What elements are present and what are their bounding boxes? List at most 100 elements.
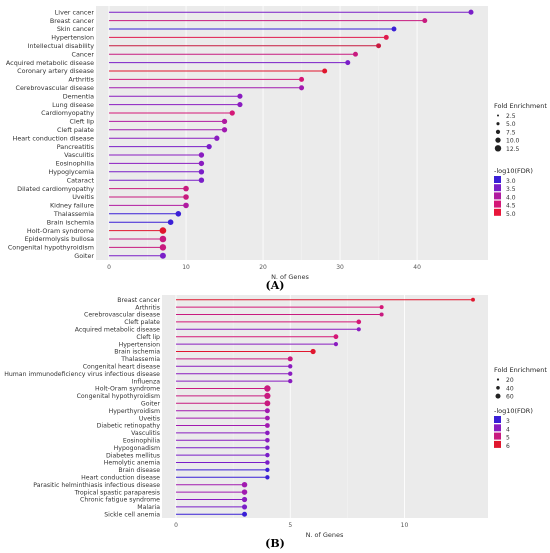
b-color-legend-label: 3: [506, 418, 510, 425]
b-point: [288, 364, 293, 369]
a-category-label: Liver cancer: [55, 8, 95, 16]
b-point: [287, 356, 293, 362]
a-point: [345, 60, 351, 66]
a-color-legend-swatch: [494, 200, 501, 208]
b-category-label: Malaria: [137, 504, 160, 511]
b-category-label: Influenza: [132, 378, 161, 385]
b-category-label: Tropical spastic paraparesis: [74, 489, 160, 496]
b-point: [379, 305, 384, 310]
a-color-legend-label: 3.5: [506, 186, 516, 193]
b-category-label: Cleft lip: [136, 334, 160, 341]
b-category-label: Hemolytic anemia: [104, 460, 160, 467]
a-point: [159, 244, 167, 251]
a-point: [422, 18, 428, 24]
b-point: [264, 408, 270, 414]
a-color-legend-swatch: [494, 176, 501, 183]
a-size-legend-dot: [496, 122, 500, 126]
b-point: [265, 438, 270, 443]
b-category-label: Hypertension: [119, 341, 160, 348]
b-x-tick-label: 10: [401, 522, 409, 529]
a-x-tick-label: 20: [259, 264, 267, 271]
b-point: [242, 511, 248, 517]
b-point: [264, 392, 271, 400]
a-point: [376, 43, 382, 49]
a-point: [468, 9, 474, 15]
b-color-legend-swatch: [494, 432, 501, 440]
a-size-legend-dot: [494, 145, 502, 152]
panel-a-label: (A): [266, 279, 285, 292]
a-category-label: Cleft lip: [70, 118, 94, 126]
a-category-label: Goiter: [74, 252, 94, 260]
a-point: [198, 169, 205, 175]
b-size-legend-dot: [496, 386, 500, 390]
a-category-label: Skin cancer: [57, 25, 95, 33]
b-size-legend-title: Fold Enrichment: [494, 366, 547, 374]
b-point: [288, 378, 293, 384]
b-category-label: Cleft palate: [124, 319, 160, 326]
a-point: [183, 185, 189, 192]
a-x-tick-label: 40: [413, 264, 421, 271]
a-size-legend-label: 7.5: [506, 129, 516, 136]
a-point: [198, 177, 205, 183]
a-color-legend-swatch: [494, 184, 501, 192]
b-category-label: Brain disease: [118, 467, 160, 474]
a-x-tick-label: 30: [336, 264, 344, 271]
a-category-label: Cancer: [71, 50, 94, 58]
a-category-label: Cleft palate: [57, 126, 94, 134]
a-category-label: Cerebrovascular disease: [16, 84, 95, 92]
b-color-legend-swatch: [494, 424, 501, 432]
b-category-label: Hypogonadism: [114, 445, 160, 452]
panel-b-label: (B): [265, 537, 285, 550]
b-point: [356, 319, 362, 325]
b-point: [265, 460, 270, 465]
b-point: [265, 452, 270, 458]
b-x-axis-title: N. of Genes: [306, 531, 344, 539]
a-x-tick-label: 0: [107, 264, 111, 271]
b-category-label: Eosinophilia: [123, 437, 160, 444]
b-category-label: Chronic fatigue syndrome: [80, 497, 160, 504]
a-x-axis-title: N. of Genes: [271, 273, 309, 281]
b-color-legend-label: 4: [506, 426, 510, 433]
a-size-legend-label: 2.5: [506, 113, 516, 120]
a-color-legend-swatch: [494, 208, 501, 216]
b-point: [241, 481, 248, 488]
a-category-label: Holt-Oram syndrome: [27, 227, 94, 235]
b-point: [288, 371, 293, 376]
a-point: [229, 110, 235, 116]
a-size-legend-dot: [497, 114, 499, 117]
b-color-legend-label: 6: [506, 443, 510, 450]
b-category-label: Thalassemia: [120, 356, 160, 363]
b-color-legend-label: 5: [506, 435, 510, 442]
a-point: [159, 227, 167, 234]
b-plot-background: [162, 295, 488, 518]
b-category-label: Brain ischemia: [114, 349, 160, 356]
a-point: [299, 76, 305, 82]
a-point: [221, 127, 228, 133]
b-color-legend-title: -log10(FDR): [494, 407, 533, 415]
a-category-label: Dilated cardiomyopathy: [17, 185, 94, 193]
b-x-tick-label: 0: [174, 522, 178, 529]
a-point: [383, 34, 389, 40]
b-category-label: Cerebrovascular disease: [84, 312, 160, 319]
a-point: [198, 152, 205, 158]
a-color-legend-title: -log10(FDR): [494, 167, 533, 175]
a-size-legend-dot: [495, 137, 501, 143]
a-point: [237, 93, 243, 99]
a-category-label: Eosinophilia: [56, 160, 94, 168]
b-category-label: Arthritis: [135, 304, 160, 311]
panel-b-chart: 0 5 10 N. of Genes Breast cancerArthritisCer…: [4, 295, 547, 539]
b-category-label: Diabetes mellitus: [106, 452, 160, 459]
b-point: [265, 430, 270, 436]
a-point: [214, 135, 220, 141]
a-category-label: Brain ischemia: [47, 218, 94, 226]
a-point: [175, 211, 182, 217]
a-size-legend-label: 12.5: [506, 146, 520, 153]
a-point: [183, 194, 189, 200]
b-point: [241, 504, 248, 510]
a-category-label: Congenital hypothyroidism: [8, 244, 94, 252]
b-category-label: Breast cancer: [117, 297, 160, 304]
a-category-label: Intellectual disability: [28, 42, 95, 50]
b-point: [264, 423, 270, 428]
b-point: [471, 297, 475, 302]
